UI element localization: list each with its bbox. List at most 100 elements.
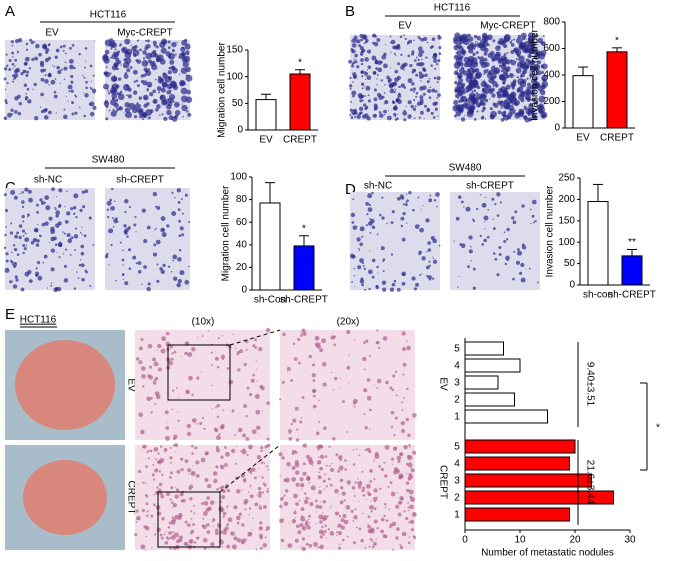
texture — [134, 215, 137, 218]
texture — [110, 243, 113, 247]
texture — [471, 90, 474, 93]
texture — [527, 53, 532, 58]
texture — [403, 510, 406, 513]
texture — [529, 109, 533, 112]
texture — [528, 267, 531, 270]
texture — [261, 410, 263, 412]
texture — [461, 104, 463, 107]
texture — [172, 259, 175, 262]
texture — [108, 264, 110, 266]
texture — [171, 516, 174, 519]
texture — [14, 110, 18, 114]
texture — [214, 356, 219, 361]
texture — [340, 459, 342, 461]
texture — [349, 108, 353, 112]
texture — [524, 94, 531, 100]
texture — [472, 267, 476, 271]
texture — [220, 464, 225, 470]
texture — [13, 266, 16, 269]
texture — [112, 76, 118, 82]
texture — [483, 51, 488, 56]
panel-letter: D — [345, 181, 356, 198]
texture — [81, 277, 85, 282]
texture — [317, 462, 320, 465]
texture — [211, 364, 214, 367]
panel-letter: C — [5, 179, 16, 196]
texture — [340, 486, 344, 490]
texture — [402, 203, 405, 206]
texture — [55, 210, 61, 215]
texture — [484, 118, 487, 120]
texture — [497, 41, 501, 45]
texture — [124, 210, 127, 213]
texture — [224, 526, 229, 531]
texture — [384, 444, 390, 450]
texture — [412, 107, 417, 111]
x-tick-label: sh-Con — [254, 295, 286, 306]
texture — [207, 329, 210, 332]
texture — [186, 423, 192, 429]
texture — [62, 49, 65, 52]
bar — [464, 439, 576, 454]
texture — [529, 208, 532, 211]
texture — [29, 38, 32, 42]
texture — [22, 220, 25, 223]
texture — [18, 235, 22, 240]
texture — [175, 486, 177, 488]
texture — [541, 84, 547, 90]
texture — [376, 38, 381, 42]
texture — [417, 46, 423, 52]
texture — [181, 233, 185, 237]
texture — [515, 58, 518, 61]
texture — [520, 32, 527, 39]
texture — [382, 530, 384, 532]
texture — [386, 222, 388, 225]
texture — [200, 502, 204, 505]
texture — [236, 515, 241, 521]
texture — [3, 116, 8, 121]
texture — [418, 250, 422, 255]
texture — [203, 546, 207, 550]
texture — [58, 204, 61, 208]
texture — [149, 449, 153, 453]
texture — [153, 494, 155, 496]
texture — [73, 193, 79, 199]
texture — [124, 102, 130, 108]
texture — [296, 428, 299, 431]
texture — [291, 477, 296, 482]
texture — [14, 96, 19, 101]
texture — [523, 115, 527, 120]
texture — [496, 91, 500, 95]
texture — [32, 88, 34, 90]
texture — [6, 81, 9, 85]
bar — [621, 255, 643, 286]
texture — [158, 470, 162, 473]
texture — [492, 39, 496, 43]
texture — [406, 387, 409, 391]
texture — [258, 491, 262, 495]
texture — [254, 346, 258, 349]
texture — [295, 482, 300, 487]
texture — [106, 200, 112, 206]
texture — [165, 531, 167, 533]
texture — [180, 46, 186, 53]
texture — [420, 86, 422, 88]
texture — [382, 260, 384, 263]
texture — [387, 110, 390, 112]
texture — [330, 467, 335, 473]
texture — [490, 77, 495, 81]
texture — [383, 63, 388, 69]
texture — [421, 256, 426, 261]
texture — [483, 89, 489, 95]
texture — [239, 349, 244, 354]
texture — [50, 248, 56, 253]
texture — [426, 275, 429, 278]
cell-line: HCT116 — [434, 3, 471, 14]
texture — [392, 446, 397, 451]
texture — [258, 346, 263, 352]
texture — [536, 50, 543, 57]
texture — [483, 215, 489, 221]
texture — [361, 470, 364, 473]
texture — [518, 100, 520, 103]
texture — [246, 386, 250, 390]
